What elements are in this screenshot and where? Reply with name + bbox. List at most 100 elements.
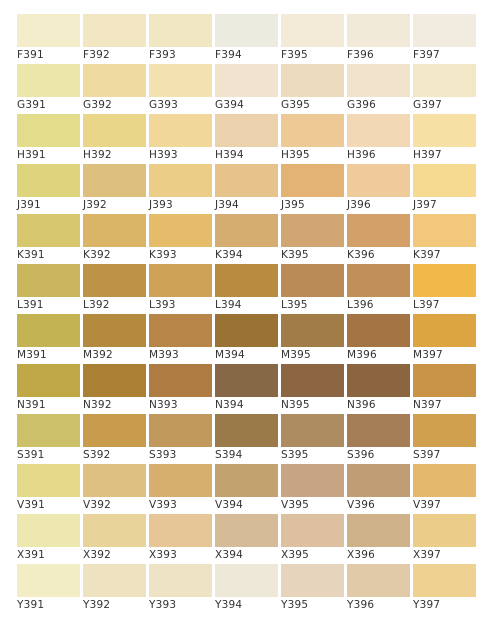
color-code-label: S394: [215, 449, 243, 461]
color-swatch: [215, 364, 278, 397]
color-swatch: [413, 564, 476, 597]
color-swatch-cell: G396: [345, 64, 410, 111]
color-swatch-cell: V395: [279, 464, 344, 511]
color-swatch: [17, 114, 80, 147]
color-code-label: K397: [413, 249, 441, 261]
color-swatch: [83, 364, 146, 397]
color-swatch-cell: N392: [81, 364, 146, 411]
color-swatch: [149, 164, 212, 197]
color-swatch: [347, 214, 410, 247]
color-swatch: [281, 64, 344, 97]
color-swatch: [83, 14, 146, 47]
color-swatch: [149, 314, 212, 347]
color-swatch-cell: F391: [15, 14, 80, 61]
color-swatch: [215, 164, 278, 197]
color-swatch-cell: V397: [411, 464, 476, 511]
color-swatch-cell: Y395: [279, 564, 344, 611]
color-code-label: L394: [215, 299, 242, 311]
color-code-label: F394: [215, 49, 242, 61]
color-code-label: N393: [149, 399, 178, 411]
color-swatch-cell: H391: [15, 114, 80, 161]
color-swatch-cell: X394: [213, 514, 278, 561]
color-code-label: X394: [215, 549, 244, 561]
color-swatch-cell: Y392: [81, 564, 146, 611]
color-code-label: G395: [281, 99, 310, 111]
color-swatch: [347, 264, 410, 297]
color-code-label: Y396: [347, 599, 375, 611]
color-swatch-cell: F393: [147, 14, 212, 61]
color-code-label: V391: [17, 499, 46, 511]
color-swatch-cell: Y396: [345, 564, 410, 611]
color-swatch: [149, 14, 212, 47]
color-code-label: L393: [149, 299, 176, 311]
color-swatch: [347, 164, 410, 197]
color-swatch: [347, 414, 410, 447]
color-swatch-cell: J397: [411, 164, 476, 211]
color-code-label: F397: [413, 49, 440, 61]
color-swatch: [281, 114, 344, 147]
color-swatch-cell: H392: [81, 114, 146, 161]
color-swatch: [281, 514, 344, 547]
color-code-label: F392: [83, 49, 110, 61]
color-swatch: [149, 564, 212, 597]
color-code-label: N395: [281, 399, 310, 411]
color-code-label: M393: [149, 349, 179, 361]
color-swatch: [413, 364, 476, 397]
color-swatch-cell: S395: [279, 414, 344, 461]
color-swatch-cell: F396: [345, 14, 410, 61]
color-code-label: H395: [281, 149, 310, 161]
color-swatch: [83, 564, 146, 597]
color-code-label: K395: [281, 249, 309, 261]
color-swatch: [215, 314, 278, 347]
color-swatch: [281, 314, 344, 347]
color-swatch: [281, 164, 344, 197]
color-code-label: S396: [347, 449, 375, 461]
color-swatch-cell: Y393: [147, 564, 212, 611]
color-swatch: [413, 514, 476, 547]
color-code-label: X391: [17, 549, 46, 561]
color-swatch: [413, 264, 476, 297]
color-swatch: [413, 14, 476, 47]
color-swatch-cell: X392: [81, 514, 146, 561]
color-swatch: [347, 364, 410, 397]
color-code-label: J397: [413, 199, 437, 211]
color-code-label: K396: [347, 249, 375, 261]
color-swatch: [17, 264, 80, 297]
color-swatch-cell: H397: [411, 114, 476, 161]
color-swatch: [281, 14, 344, 47]
color-code-label: L391: [17, 299, 44, 311]
color-swatch: [149, 64, 212, 97]
color-swatch: [347, 114, 410, 147]
color-code-label: M395: [281, 349, 311, 361]
color-swatch-cell: G397: [411, 64, 476, 111]
color-code-label: K391: [17, 249, 45, 261]
color-swatch-cell: K393: [147, 214, 212, 261]
color-swatch-cell: J392: [81, 164, 146, 211]
color-swatch-cell: F397: [411, 14, 476, 61]
color-swatch: [83, 64, 146, 97]
color-swatch-cell: N396: [345, 364, 410, 411]
color-swatch-cell: H394: [213, 114, 278, 161]
color-swatch: [281, 564, 344, 597]
color-swatch: [149, 114, 212, 147]
color-code-label: V395: [281, 499, 310, 511]
color-code-label: F391: [17, 49, 44, 61]
color-code-label: G393: [149, 99, 178, 111]
color-swatch-cell: N394: [213, 364, 278, 411]
color-code-label: K394: [215, 249, 243, 261]
color-swatch: [215, 114, 278, 147]
color-code-label: Y393: [149, 599, 177, 611]
color-swatch: [413, 164, 476, 197]
color-swatch-cell: X395: [279, 514, 344, 561]
color-code-label: Y394: [215, 599, 243, 611]
color-code-label: J392: [83, 199, 107, 211]
color-swatch: [83, 114, 146, 147]
color-swatch: [413, 214, 476, 247]
color-swatch: [17, 464, 80, 497]
color-code-label: J391: [17, 199, 41, 211]
color-swatch: [215, 264, 278, 297]
color-swatch-cell: V394: [213, 464, 278, 511]
color-code-label: N394: [215, 399, 244, 411]
color-swatch-cell: J391: [15, 164, 80, 211]
color-swatch-cell: L396: [345, 264, 410, 311]
